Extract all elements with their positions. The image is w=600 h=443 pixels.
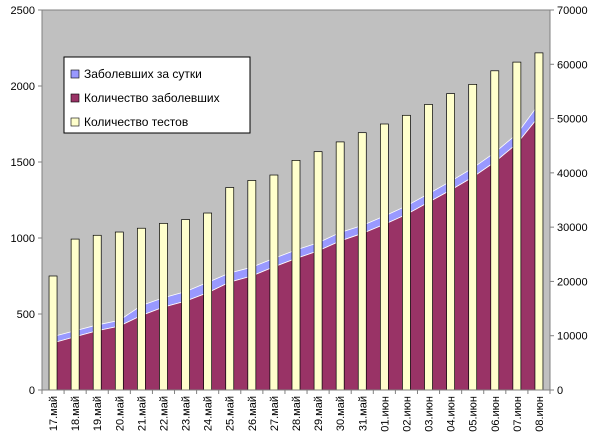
legend-label-tests: Количество тестов bbox=[84, 115, 188, 129]
x-tick-label: 23.май bbox=[181, 396, 193, 431]
bar-tests bbox=[424, 104, 433, 391]
y-right-tick-label: 40000 bbox=[557, 168, 588, 180]
x-tick-label: 05.июн bbox=[468, 396, 480, 432]
x-tick-label: 25.май bbox=[225, 396, 237, 431]
x-tick-label: 06.июн bbox=[490, 396, 502, 432]
legend-label-total-cases: Количество заболевших bbox=[84, 91, 220, 105]
bar-tests bbox=[203, 212, 213, 391]
x-tick-label: 29.май bbox=[313, 396, 325, 431]
bar-tests bbox=[181, 219, 190, 391]
x-tick-label: 26.май bbox=[247, 396, 259, 431]
legend-swatch-total-cases bbox=[70, 93, 80, 103]
y-left-tick-label: 2500 bbox=[11, 5, 35, 17]
x-tick-label: 18.май bbox=[70, 396, 82, 431]
bar-tests bbox=[137, 227, 146, 391]
legend-swatch-tests bbox=[70, 117, 80, 127]
bar-tests bbox=[357, 132, 367, 391]
y-right-tick-label: 50000 bbox=[557, 114, 588, 126]
bar-tests bbox=[379, 123, 389, 391]
x-tick-label: 28.май bbox=[291, 396, 303, 431]
bar-tests bbox=[48, 275, 58, 391]
bar-tests bbox=[269, 174, 279, 391]
x-tick-label: 03.июн bbox=[424, 396, 436, 432]
legend-swatch-new-cases bbox=[70, 69, 80, 79]
legend: Заболевших за сутки Количество заболевши… bbox=[63, 56, 251, 134]
bar-tests bbox=[402, 114, 411, 391]
x-tick-label: 27.май bbox=[269, 396, 281, 431]
x-tick-label: 30.май bbox=[335, 396, 347, 431]
x-tick-label: 08.июн bbox=[534, 396, 546, 432]
y-right-tick-label: 30000 bbox=[557, 222, 588, 234]
y-left-tick-label: 500 bbox=[17, 309, 35, 321]
y-left-tick-label: 1500 bbox=[11, 157, 35, 169]
plot-border bbox=[41, 9, 551, 391]
y-right-tick-label: 70000 bbox=[557, 5, 588, 17]
bar-tests bbox=[446, 93, 455, 391]
x-tick-label: 01.июн bbox=[379, 396, 391, 432]
y-right-tick-label: 20000 bbox=[557, 276, 588, 288]
x-tick-label: 04.июн bbox=[446, 396, 458, 432]
x-tick-label: 02.июн bbox=[401, 396, 413, 432]
x-tick-label: 24.май bbox=[203, 396, 215, 431]
bar-tests bbox=[335, 141, 345, 391]
bar-tests bbox=[92, 234, 102, 391]
bar-tests bbox=[468, 84, 478, 391]
x-tick-label: 17.май bbox=[48, 396, 60, 431]
x-tick-label: 07.июн bbox=[512, 396, 524, 432]
y-right-tick-label: 0 bbox=[557, 385, 563, 397]
x-tick-label: 22.май bbox=[158, 396, 170, 431]
y-right-tick-label: 60000 bbox=[557, 59, 588, 71]
x-tick-label: 19.май bbox=[92, 396, 104, 431]
bar-tests bbox=[247, 180, 257, 391]
legend-label-new-cases: Заболевших за сутки bbox=[84, 67, 202, 81]
bar-tests bbox=[70, 238, 80, 391]
y-left-tick-label: 2000 bbox=[11, 81, 35, 93]
x-tick-label: 21.май bbox=[136, 396, 148, 431]
bar-tests bbox=[159, 222, 168, 391]
axis-layer: 0 500 1000 1500 2000 2500 0 10000 20000 30000 4000… bbox=[11, 5, 588, 432]
bar-tests bbox=[490, 70, 500, 391]
legend-box bbox=[63, 56, 251, 134]
bar-tests bbox=[313, 151, 323, 391]
y-right-tick-label: 10000 bbox=[557, 331, 588, 343]
bar-tests bbox=[534, 52, 544, 391]
y-left-tick-label: 0 bbox=[29, 385, 35, 397]
x-tick-label: 31.май bbox=[357, 396, 369, 431]
x-tick-label: 20.май bbox=[114, 396, 126, 431]
bar-tests bbox=[225, 187, 235, 391]
bar-tests bbox=[114, 231, 124, 391]
bar-tests bbox=[291, 160, 301, 391]
bar-tests bbox=[512, 61, 522, 391]
y-left-tick-label: 1000 bbox=[11, 233, 35, 245]
